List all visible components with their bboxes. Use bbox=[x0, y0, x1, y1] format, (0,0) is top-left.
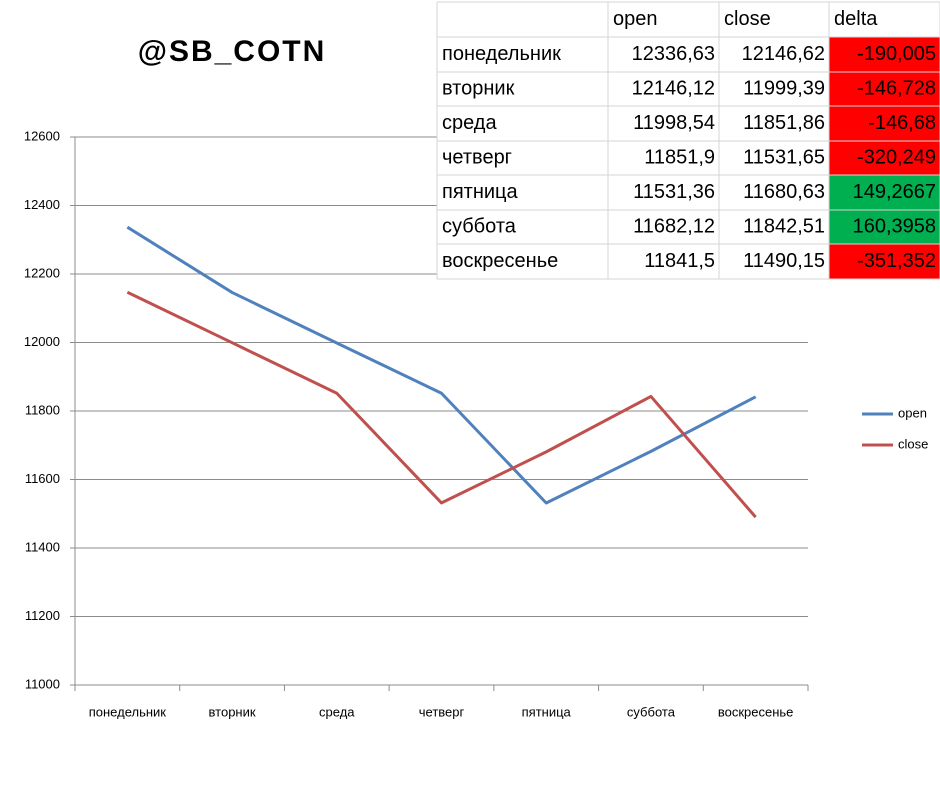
y-tick-label: 12000 bbox=[24, 334, 60, 349]
row-label: четверг bbox=[442, 146, 512, 168]
table-cell: 11998,54 bbox=[633, 112, 715, 134]
watermark: @SB_COTN bbox=[138, 35, 327, 68]
delta-cell bbox=[829, 210, 940, 244]
line-series bbox=[126, 290, 757, 519]
x-tick-label: воскресенье bbox=[718, 704, 794, 719]
y-tick-label: 12600 bbox=[24, 128, 60, 143]
table-cell: 11490,15 bbox=[743, 250, 825, 272]
delta-cell bbox=[829, 141, 940, 175]
y-tick-label: 12200 bbox=[24, 265, 60, 280]
delta-cell bbox=[829, 72, 940, 106]
table-cell: 11680,63 bbox=[743, 181, 825, 203]
x-tick-label: понедельник bbox=[89, 704, 167, 719]
table-cell: 149,2667 bbox=[853, 181, 936, 203]
column-header: open bbox=[613, 8, 658, 30]
column-header: close bbox=[724, 8, 771, 30]
y-tick-label: 11200 bbox=[25, 608, 60, 623]
table-cell: 11999,39 bbox=[743, 77, 825, 99]
legend-label: close bbox=[898, 436, 928, 451]
table-cell: -190,005 bbox=[857, 43, 936, 65]
delta-cell bbox=[829, 106, 940, 141]
table-cell: 160,3958 bbox=[853, 215, 936, 237]
table-cell: 11841,5 bbox=[644, 250, 715, 272]
x-tick-label: вторник bbox=[209, 704, 256, 719]
table-cell: -320,249 bbox=[857, 146, 936, 168]
y-tick-label: 11600 bbox=[25, 471, 60, 486]
table-cell: 11531,65 bbox=[743, 146, 825, 168]
row-label: суббота bbox=[442, 215, 517, 237]
row-label: понедельник bbox=[442, 43, 561, 65]
table-cell: 11851,86 bbox=[743, 112, 825, 134]
x-tick-label: суббота bbox=[627, 704, 676, 719]
table-cell: 12146,62 bbox=[742, 43, 825, 65]
table-cell: 11851,9 bbox=[644, 146, 715, 168]
delta-cell bbox=[829, 175, 940, 210]
y-tick-label: 11400 bbox=[25, 539, 60, 554]
y-tick-label: 12400 bbox=[24, 197, 60, 212]
x-tick-label: среда bbox=[319, 704, 355, 719]
delta-cell bbox=[829, 244, 940, 279]
row-label: воскресенье bbox=[442, 250, 558, 272]
table-cell: 12146,12 bbox=[632, 77, 715, 99]
row-label: вторник bbox=[442, 77, 515, 99]
table-cell: -146,68 bbox=[868, 112, 936, 134]
table-cell: 11531,36 bbox=[633, 181, 715, 203]
table-cell: 11682,12 bbox=[633, 215, 715, 237]
column-header: delta bbox=[834, 8, 878, 30]
table-cell: -146,728 bbox=[857, 77, 936, 99]
table-cell: 11842,51 bbox=[743, 215, 825, 237]
table-cell: 12336,63 bbox=[632, 43, 715, 65]
x-tick-label: пятница bbox=[522, 704, 572, 719]
delta-cell bbox=[829, 37, 940, 72]
legend-label: open bbox=[898, 405, 927, 420]
row-label: пятница bbox=[442, 181, 518, 203]
table: open close delta понедельник 12336,63 12146,6… bbox=[436, 1, 940, 280]
x-tick-label: четверг bbox=[419, 704, 465, 719]
y-tick-label: 11800 bbox=[25, 402, 60, 417]
line-series bbox=[126, 225, 757, 505]
y-tick-label: 11000 bbox=[25, 676, 60, 691]
table-cell: -351,352 bbox=[857, 250, 936, 272]
row-label: среда bbox=[442, 112, 497, 134]
